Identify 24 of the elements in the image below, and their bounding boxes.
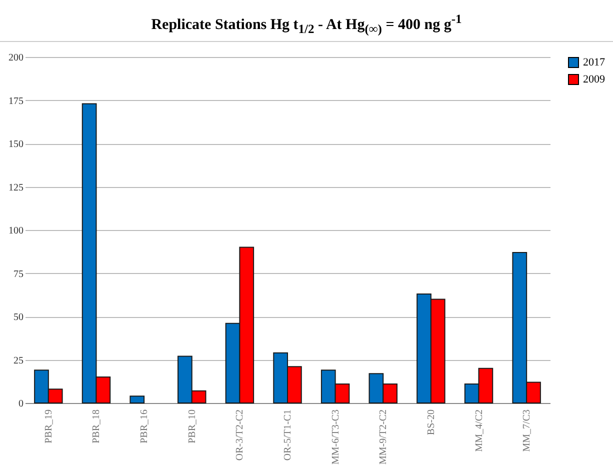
x-tick-label: PBR_16 [139, 410, 150, 444]
legend-label: 2017 [583, 56, 606, 68]
y-tick-label: 50 [14, 312, 24, 323]
x-tick-label: OR-5/T1-C1 [282, 410, 294, 461]
x-tick-label: PBR_10 [186, 410, 198, 444]
x-tick-label: BS-20 [426, 410, 437, 436]
x-tick-label: OR-3/T2-C2 [234, 410, 246, 461]
y-tick-label: 0 [18, 398, 24, 410]
x-tick-label: MM-6/T3-C3 [330, 410, 342, 464]
bar [130, 396, 145, 404]
y-tick-label: 200 [8, 52, 24, 64]
y-tick-label: 75 [14, 268, 24, 280]
legend-label: 2009 [583, 74, 606, 86]
y-tick-label: 150 [8, 139, 24, 150]
x-tick-label: MM_7/C3 [522, 410, 533, 452]
y-tick-label: 125 [8, 182, 24, 194]
x-tick-label: PBR_18 [91, 410, 102, 444]
x-tick-label: MM_4/C2 [474, 410, 485, 452]
x-tick-label: MM-9/T2-C2 [378, 410, 390, 464]
x-tick-label: PBR_19 [43, 410, 54, 444]
chart-title: Replicate Stations Hg t$_{1/2}$ - At Hg$_{(∞)}$ = 400 ng g$^{-1}$ [0, 0, 613, 42]
y-tick-label: 175 [8, 96, 24, 107]
y-tick-label: 100 [8, 226, 24, 236]
y-tick-label: 25 [14, 355, 24, 366]
